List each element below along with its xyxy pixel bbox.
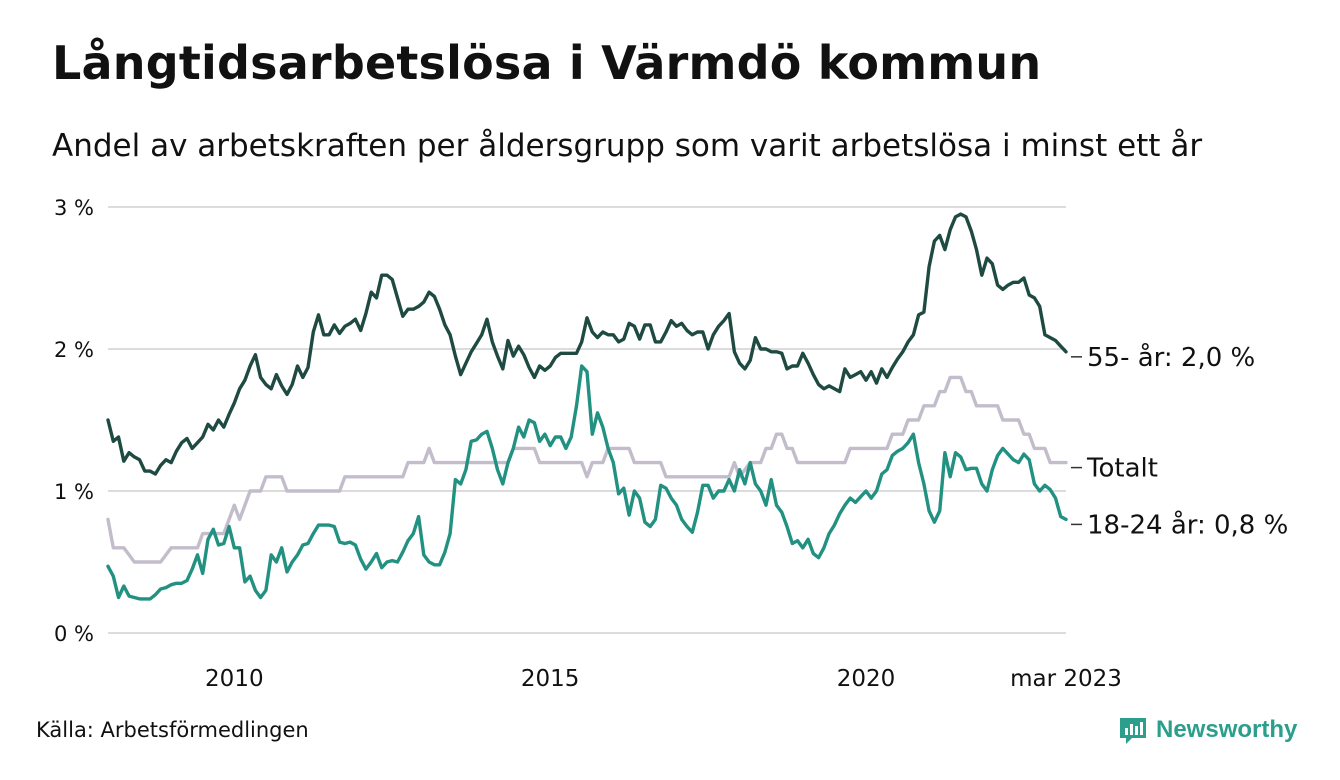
y-tick-label: 0 % — [54, 622, 94, 646]
line-chart: 0 % 1 % 2 % 3 % 2010 2015 2020 mar 2023 55- år… — [54, 196, 1288, 692]
y-tick-label: 2 % — [54, 338, 94, 362]
gridlines — [108, 206, 1066, 634]
source-note: Källa: Arbetsförmedlingen — [36, 718, 309, 742]
series-end-label: Totalt — [1086, 454, 1158, 484]
bar-chart-logo-icon — [1120, 718, 1146, 744]
x-axis-tick-labels: 2010 2015 2020 mar 2023 — [205, 666, 1122, 692]
x-tick-label: 2015 — [521, 666, 580, 692]
series-line-55-r — [106, 212, 1068, 476]
x-tick-label: 2010 — [205, 666, 264, 692]
series-end-label: 55- år: 2,0 % — [1087, 342, 1255, 373]
brand-name: Newsworthy — [1156, 716, 1298, 743]
chart-subtitle: Andel av arbetskraften per åldersgrupp s… — [52, 128, 1203, 164]
series-line-18-24-r — [106, 364, 1068, 601]
x-tick-label: 2020 — [837, 666, 896, 692]
chart-title: Långtidsarbetslösa i Värmdö kommun — [52, 36, 1042, 90]
newsworthy-logo: Newsworthy — [1118, 715, 1297, 745]
y-tick-label: 1 % — [54, 480, 94, 504]
y-axis-tick-labels: 0 % 1 % 2 % 3 % — [54, 196, 94, 646]
series-lines — [106, 212, 1068, 601]
series-line-totalt — [106, 375, 1068, 564]
y-tick-label: 3 % — [54, 196, 94, 220]
x-tick-label: mar 2023 — [1010, 666, 1122, 692]
series-end-labels: 55- år: 2,0 % Totalt 18-24 år: 0,8 % — [1071, 342, 1288, 540]
series-end-label: 18-24 år: 0,8 % — [1087, 509, 1288, 540]
